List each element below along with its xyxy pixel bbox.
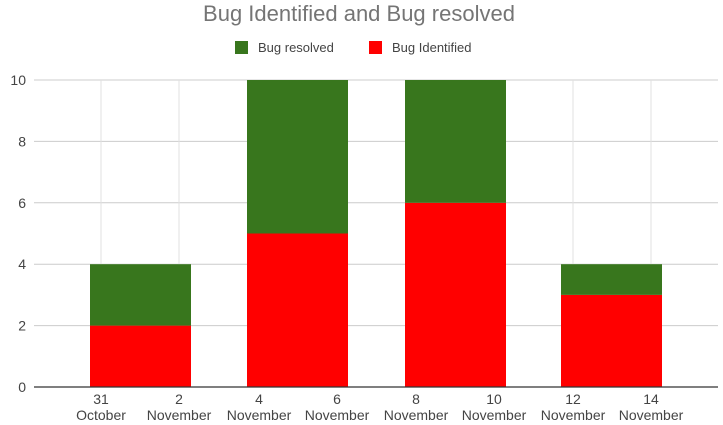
axes: 024681031October2November4November6Novem…: [10, 72, 718, 423]
y-tick-label: 8: [18, 133, 26, 149]
chart-title: Bug Identified and Bug resolved: [203, 1, 515, 26]
x-tick-label-day: 14: [643, 391, 659, 407]
legend-swatch-bug-identified: [369, 41, 382, 54]
x-tick-label-month: November: [619, 407, 684, 423]
y-tick-label: 2: [18, 318, 26, 334]
bar-bug-resolved: [405, 80, 506, 203]
legend-label-bug-identified: Bug Identified: [392, 40, 472, 55]
y-tick-label: 6: [18, 195, 26, 211]
y-tick-label: 0: [18, 379, 26, 395]
x-tick-label-day: 10: [486, 391, 502, 407]
bar-bug-resolved: [90, 264, 191, 326]
bar-bug-identified: [561, 294, 662, 387]
bar-bug-resolved: [561, 264, 662, 295]
bar-bug-identified: [247, 233, 348, 387]
y-tick-label: 10: [10, 72, 26, 88]
x-tick-label-day: 4: [255, 391, 263, 407]
y-tick-label: 4: [18, 256, 26, 272]
bar-bug-identified: [405, 202, 506, 387]
bar-bug-identified: [90, 325, 191, 387]
legend: Bug resolved Bug Identified: [235, 40, 472, 55]
x-tick-label-day: 31: [93, 391, 109, 407]
x-tick-label-month: October: [76, 407, 126, 423]
x-tick-label-month: November: [147, 407, 212, 423]
bar-bug-resolved: [247, 80, 348, 234]
x-tick-label-month: November: [305, 407, 370, 423]
x-tick-label-month: November: [462, 407, 527, 423]
x-tick-label-day: 6: [333, 391, 341, 407]
x-tick-label-month: November: [227, 407, 292, 423]
x-tick-label-day: 2: [175, 391, 183, 407]
x-tick-label-day: 12: [565, 391, 581, 407]
bars: [90, 80, 662, 387]
legend-label-bug-resolved: Bug resolved: [258, 40, 334, 55]
x-tick-label-month: November: [384, 407, 449, 423]
x-tick-label-month: November: [541, 407, 606, 423]
x-tick-label-day: 8: [412, 391, 420, 407]
legend-swatch-bug-resolved: [235, 41, 248, 54]
